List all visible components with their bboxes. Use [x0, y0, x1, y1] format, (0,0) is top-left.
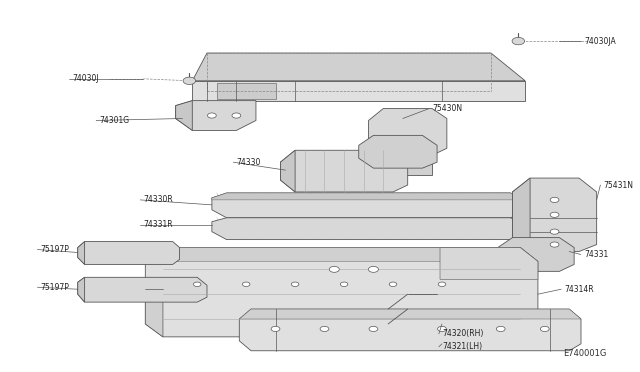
Circle shape: [207, 113, 216, 118]
Circle shape: [193, 282, 201, 286]
Text: E740001G: E740001G: [563, 349, 606, 358]
Polygon shape: [513, 178, 530, 251]
Polygon shape: [192, 81, 525, 101]
Polygon shape: [280, 150, 295, 192]
Circle shape: [550, 212, 559, 217]
Circle shape: [271, 326, 280, 331]
Text: 75197P: 75197P: [40, 245, 69, 254]
Text: 74301G: 74301G: [99, 116, 129, 125]
Text: 74331R: 74331R: [143, 220, 173, 229]
Polygon shape: [498, 238, 574, 271]
Circle shape: [550, 242, 559, 247]
Circle shape: [369, 326, 378, 331]
Polygon shape: [77, 277, 84, 302]
Text: 74030JA: 74030JA: [584, 36, 616, 46]
Polygon shape: [513, 178, 596, 251]
Circle shape: [243, 282, 250, 286]
Circle shape: [540, 326, 549, 331]
Circle shape: [550, 197, 559, 202]
Polygon shape: [383, 155, 432, 175]
Text: 74330: 74330: [236, 158, 260, 167]
Circle shape: [550, 229, 559, 234]
Polygon shape: [77, 277, 207, 302]
Circle shape: [389, 282, 397, 286]
Circle shape: [497, 326, 505, 331]
Polygon shape: [239, 309, 581, 351]
Polygon shape: [192, 53, 525, 81]
Polygon shape: [239, 309, 581, 319]
Polygon shape: [145, 247, 538, 337]
Text: 74331: 74331: [584, 250, 608, 259]
Text: 74320(RH): 74320(RH): [442, 329, 483, 339]
Circle shape: [329, 266, 339, 272]
Polygon shape: [145, 289, 163, 337]
Text: 75197P: 75197P: [40, 283, 69, 292]
Circle shape: [438, 326, 446, 331]
Polygon shape: [217, 83, 276, 99]
Circle shape: [512, 38, 525, 45]
Polygon shape: [175, 101, 192, 131]
Circle shape: [369, 266, 378, 272]
Circle shape: [183, 77, 196, 84]
Polygon shape: [369, 109, 447, 155]
Polygon shape: [280, 150, 408, 192]
Polygon shape: [440, 247, 538, 279]
Circle shape: [232, 113, 241, 118]
Polygon shape: [212, 193, 525, 200]
Text: 74330R: 74330R: [143, 195, 173, 204]
Text: 75430N: 75430N: [432, 104, 462, 113]
Circle shape: [320, 326, 329, 331]
Text: 75431N: 75431N: [604, 180, 634, 189]
Text: 74314R: 74314R: [564, 285, 594, 294]
Polygon shape: [77, 241, 84, 264]
Circle shape: [438, 282, 445, 286]
Polygon shape: [145, 247, 538, 262]
Circle shape: [291, 282, 299, 286]
Polygon shape: [212, 218, 525, 240]
Polygon shape: [359, 135, 437, 168]
Text: 74321(LH): 74321(LH): [442, 342, 482, 351]
Circle shape: [340, 282, 348, 286]
Text: 74030J: 74030J: [72, 74, 99, 83]
Polygon shape: [212, 193, 525, 218]
Polygon shape: [175, 101, 256, 131]
Polygon shape: [77, 241, 180, 264]
